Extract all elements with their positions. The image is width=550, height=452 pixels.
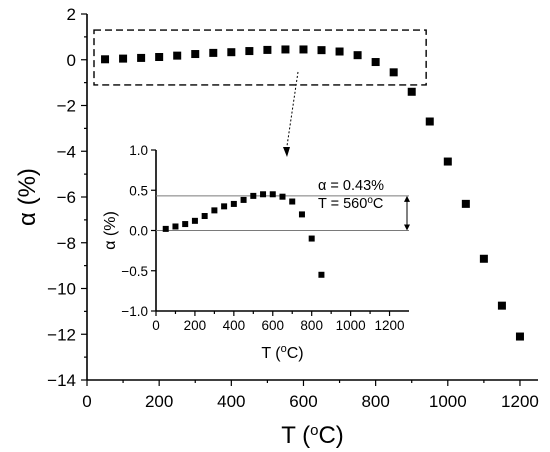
inset-data-point [308,235,315,242]
data-point [353,51,362,60]
data-point [209,48,218,57]
x-tick-label: 200 [145,392,173,411]
inset-data-point [260,191,267,198]
data-point [227,48,236,57]
inset-x-tick-label: 1200 [375,318,405,333]
inset-plot: 1.0 0.5 0.0 −0.5 −1.0 0 200 400 600 800 1000 1200 T … [102,71,410,362]
inset-annotation-alpha: α = 0.43% [318,178,384,194]
inset-data-point [250,192,257,199]
inset-x-tick-label: 800 [300,318,323,333]
inset-x-tick-label: 600 [262,318,285,333]
data-point [245,47,254,56]
data-point [479,254,488,263]
x-tick-label: 600 [289,392,317,411]
y-tick-label: −10 [47,280,76,299]
data-point [515,332,524,341]
inset-data-point [269,191,276,198]
data-point [461,199,470,208]
inset-difference-arrowhead-bottom [404,224,410,231]
inset-data-point [289,198,296,205]
inset-x-tick-label: 0 [152,318,160,333]
inset-data-point [318,271,325,278]
inset-data-point [230,200,237,207]
inset-data-point [172,223,179,230]
y-tick-label: −6 [57,188,76,207]
data-point [407,87,416,96]
highlight-box [93,29,427,86]
data-point [335,47,344,56]
data-point [281,45,290,54]
inset-y-tick-label: 0.5 [129,183,148,198]
data-point [425,117,434,126]
data-point [443,157,452,166]
data-point [119,54,128,63]
inset-x-tick-label: 200 [184,318,207,333]
y-axis-title: α (%) [14,168,41,226]
inset-data-point [201,213,208,220]
y-tick-label: −12 [47,325,76,344]
data-point [137,53,146,62]
inset-data-point [182,221,189,228]
inset-x-axis-title: T (oC) [261,343,303,362]
inset-y-tick-label: −0.5 [121,264,148,279]
inset-y-tick-label: 1.0 [129,143,148,158]
x-tick-label: 1000 [429,392,467,411]
data-point [101,55,110,64]
data-point [497,301,506,310]
inset-difference-arrowhead-top [404,195,410,202]
x-tick-label: 0 [82,392,91,411]
data-point [263,45,272,54]
data-point [317,46,326,55]
inset-data-point [191,217,198,224]
inset-data-point [298,211,305,218]
data-point [299,45,308,54]
y-tick-label: −4 [57,142,76,161]
y-tick-label: 2 [67,5,76,24]
inset-y-axis-title: α (%) [102,211,119,250]
x-tick-label: 1200 [501,392,539,411]
data-point [173,51,182,60]
x-tick-label: 800 [361,392,389,411]
inset-data-point [279,193,286,200]
data-point [191,50,200,59]
data-point [155,53,164,62]
inset-data-point [221,203,228,210]
inset-y-tick-label: −1.0 [121,304,148,319]
data-point [371,58,380,67]
x-tick-label: 400 [217,392,245,411]
inset-y-tick-label: 0.0 [129,224,148,239]
inset-x-tick-label: 1000 [336,318,366,333]
y-tick-label: 0 [67,51,76,70]
inset-x-tick-label: 400 [223,318,246,333]
inset-data-point [211,207,218,214]
inset-pointer-arrowhead [283,147,290,157]
data-point [389,68,398,77]
y-tick-label: −2 [57,97,76,116]
y-tick-label: −14 [47,371,76,390]
inset-data-point [162,225,169,232]
inset-annotation-temperature: T = 560oC [318,195,383,213]
x-axis-title: T (oC) [281,422,344,450]
y-tick-label: −8 [57,234,76,253]
inset-data-point [240,196,247,203]
main-plot: 2 0 −2 −4 −6 −8 −10 −12 −14 0 200 400 600 800 1000 1200… [14,5,539,449]
inset-pointer-line [286,71,299,147]
